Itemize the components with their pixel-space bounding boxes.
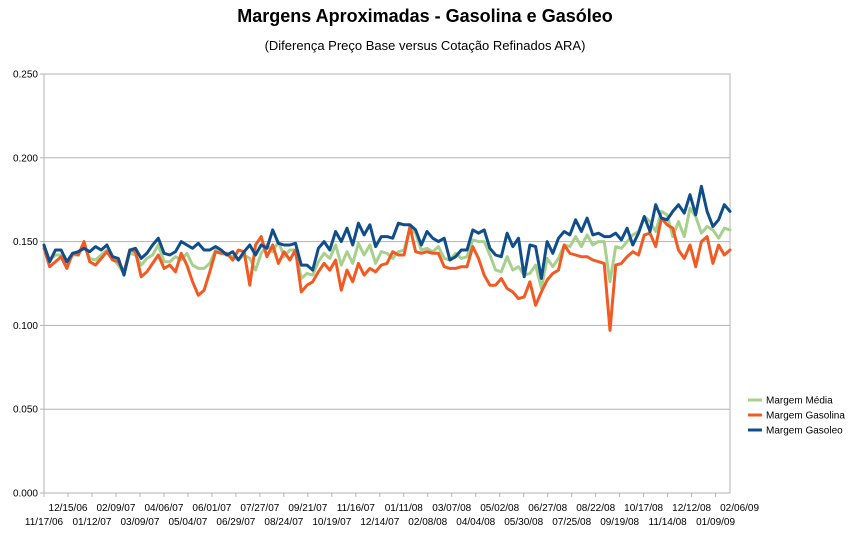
y-tick-label: 0.150 [13, 237, 38, 248]
x-tick-label: 02/09/07 [96, 503, 135, 514]
y-tick-label: 0.050 [13, 405, 38, 416]
x-tick-label: 07/27/07 [240, 503, 279, 514]
x-tick-label: 12/14/07 [360, 517, 399, 528]
y-tick-label: 0.200 [13, 153, 38, 164]
x-tick-label: 08/24/07 [264, 517, 303, 528]
x-tick-label: 11/17/06 [25, 517, 64, 528]
x-tick-label: 06/27/08 [528, 503, 567, 514]
series-line-1 [42, 216, 732, 332]
plot-area-border [43, 73, 731, 494]
legend: Margem Média Margem Gasolina Margem Gasole… [748, 396, 845, 437]
x-tick-label: 12/12/08 [672, 503, 711, 514]
x-tick-label: 01/12/07 [73, 517, 112, 528]
chart-title: Margens Aproximadas - Gasolina e Gasóleo [237, 6, 613, 26]
x-tick-label: 01/09/09 [696, 517, 735, 528]
legend-label: Margem Gasoleo [766, 426, 843, 437]
y-tick-label: 0.100 [13, 321, 38, 332]
y-axis-ticks: 0.000 0.050 0.100 0.150 0.200 0.250 [13, 70, 44, 500]
x-tick-label: 03/07/08 [432, 503, 471, 514]
x-tick-label: 09/19/08 [600, 517, 639, 528]
x-tick-label: 12/15/06 [49, 503, 88, 514]
x-tick-label: 06/29/07 [216, 517, 255, 528]
x-tick-label: 10/19/07 [312, 517, 351, 528]
x-tick-label: 11/14/08 [649, 517, 688, 528]
x-tick-label: 04/04/08 [456, 517, 495, 528]
y-tick-label: 0.000 [13, 489, 38, 500]
x-tick-label: 05/02/08 [480, 503, 519, 514]
x-tick-label: 03/09/07 [120, 517, 159, 528]
x-tick-label: 11/16/07 [337, 503, 376, 514]
series-lines [42, 184, 732, 332]
x-tick-label: 05/30/08 [504, 517, 543, 528]
x-tick-label: 10/17/08 [624, 503, 663, 514]
legend-label: Margem Gasolina [766, 411, 845, 422]
x-tick-label: 06/01/07 [192, 503, 231, 514]
chart-subtitle: (Diferença Preço Base versus Cotação Ref… [264, 38, 586, 53]
x-axis-ticks: 11/17/06 01/12/07 03/09/07 05/04/07 06/29/07… [25, 493, 759, 528]
series-line-0 [42, 206, 732, 290]
x-tick-label: 07/25/08 [552, 517, 591, 528]
x-tick-label: 04/06/07 [144, 503, 183, 514]
x-tick-label: 02/06/09 [720, 503, 759, 514]
x-tick-label: 09/21/07 [288, 503, 327, 514]
x-tick-label: 08/22/08 [576, 503, 615, 514]
series-line-2 [42, 184, 732, 280]
grid-lines [44, 73, 730, 494]
x-tick-label: 02/08/08 [408, 517, 447, 528]
x-tick-label: 05/04/07 [168, 517, 207, 528]
y-tick-label: 0.250 [13, 70, 38, 81]
x-tick-label: 01/11/08 [385, 503, 424, 514]
legend-label: Margem Média [766, 396, 833, 407]
